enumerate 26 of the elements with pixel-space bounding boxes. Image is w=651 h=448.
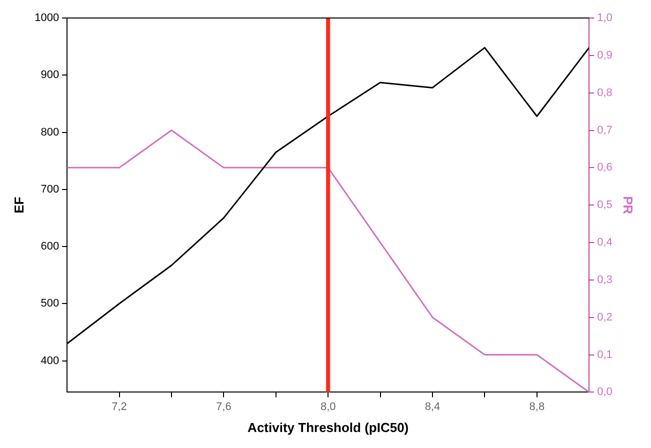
x-tick-label: 8,0 bbox=[320, 400, 336, 413]
y-tick-label: 600 bbox=[40, 240, 60, 253]
y-tick-label: 400 bbox=[40, 354, 60, 367]
x-tick-label: 8,4 bbox=[424, 400, 440, 413]
y2-tick-label: 0,3 bbox=[597, 274, 612, 286]
y2-tick-label: 0,5 bbox=[597, 199, 612, 212]
y2-tick-label: 0,8 bbox=[597, 86, 612, 99]
y-tick-label: 1000 bbox=[34, 12, 60, 24]
y2-tick-label: 1,0 bbox=[597, 12, 612, 24]
y-tick-label: 700 bbox=[40, 183, 60, 196]
y-tick-label: 500 bbox=[40, 298, 60, 310]
y2-tick-label: 0,1 bbox=[597, 348, 612, 361]
y2-tick-label: 0,7 bbox=[597, 124, 612, 136]
x-axis-title: Activity Threshold (pIC50) bbox=[248, 420, 409, 435]
y-tick-label: 800 bbox=[40, 126, 60, 138]
x-tick-label: 8,8 bbox=[529, 400, 545, 413]
y2-tick-label: 0,6 bbox=[597, 162, 612, 174]
y2-tick-label: 0,9 bbox=[597, 49, 612, 62]
y2-tick-label: 0,2 bbox=[597, 311, 612, 324]
y2-axis-title: PR bbox=[620, 196, 636, 215]
y2-tick-label: 0,0 bbox=[597, 386, 612, 398]
x-tick-label: 7,6 bbox=[216, 400, 232, 413]
y-tick-label: 900 bbox=[40, 69, 60, 82]
x-tick-label: 7,2 bbox=[112, 400, 127, 413]
y-axis-title: EF bbox=[11, 196, 26, 214]
y2-tick-label: 0,4 bbox=[597, 236, 612, 249]
